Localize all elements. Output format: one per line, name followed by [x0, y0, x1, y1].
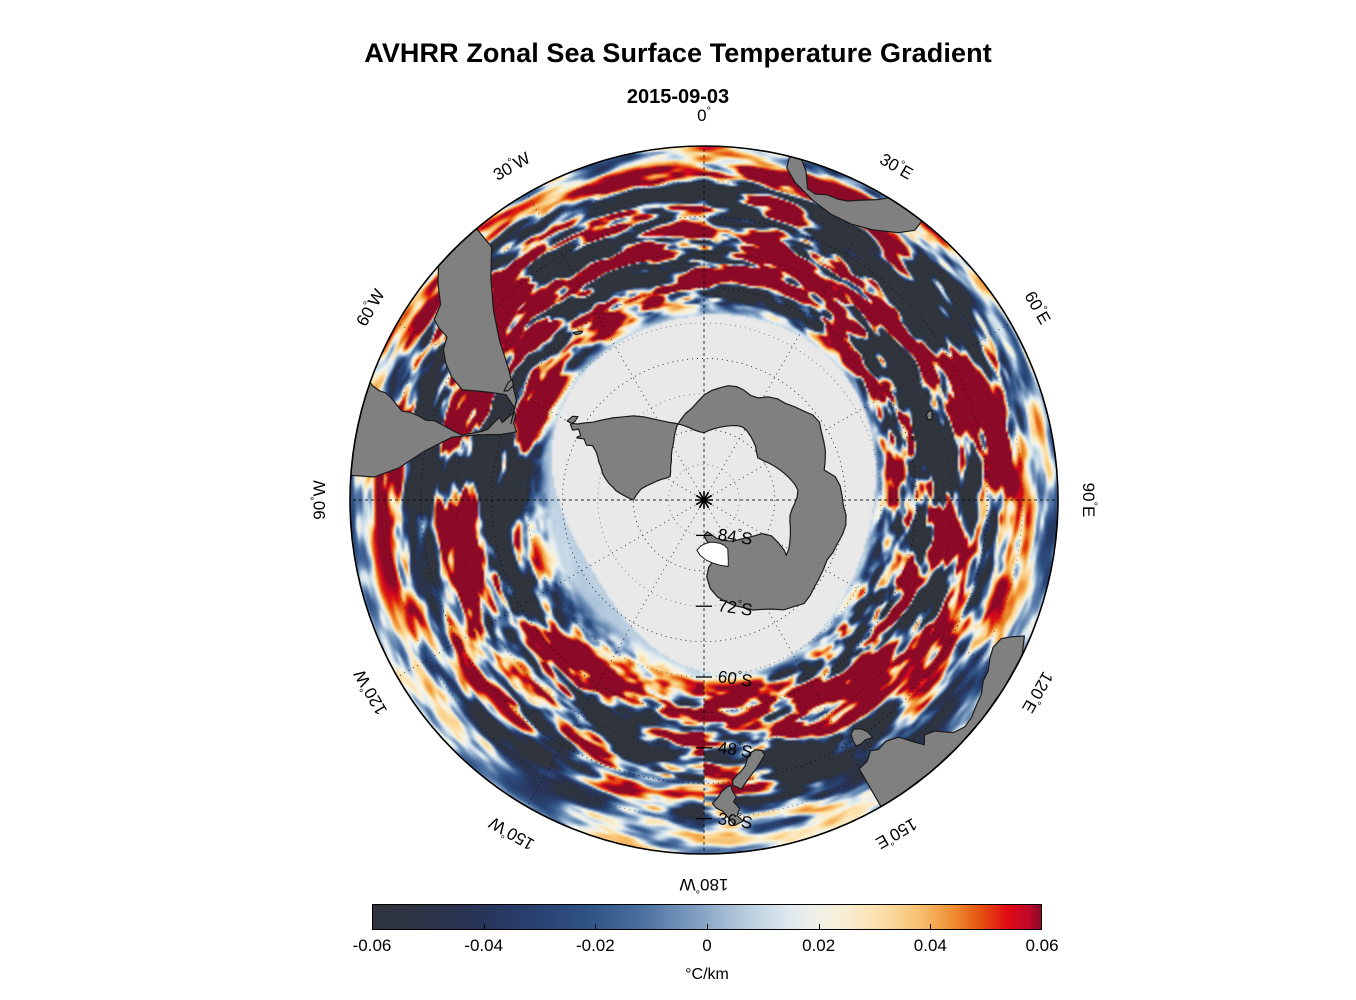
degree-symbol: °	[1030, 696, 1043, 707]
degree-symbol: °	[886, 834, 896, 848]
degree-symbol: °	[361, 299, 375, 310]
degree-symbol: °	[309, 496, 322, 501]
map-canvas	[349, 145, 1059, 855]
longitude-label-90E: 90°E	[1079, 482, 1099, 518]
degree-symbol: °	[736, 810, 743, 824]
colorbar-tick-label: 0	[702, 936, 712, 955]
degree-symbol: °	[896, 159, 907, 172]
polar-map[interactable]: 0° 30°E 60°E 90°E 120°E 150°E 180°W 150°W 120°W 9…	[309, 106, 1098, 895]
degree-symbol: °	[736, 527, 743, 540]
degree-symbol: °	[499, 827, 510, 840]
longitude-label-180W: 180°W	[679, 875, 729, 895]
colorbar-tick-mark	[595, 924, 597, 930]
coastlines	[350, 155, 1025, 826]
figure-title: AVHRR Zonal Sea Surface Temperature Grad…	[364, 38, 992, 68]
colorbar-unit-label: °C/km	[685, 966, 729, 983]
degree-symbol: °	[736, 598, 743, 611]
pole-marker	[695, 491, 713, 509]
colorbar-tick-label: -0.02	[575, 936, 615, 955]
colorbar-tick-mark	[818, 924, 820, 930]
colorbar-tick-mark	[483, 924, 485, 930]
colorbar-tick-label: 0.06	[1025, 936, 1059, 955]
colorbar-ticks: -0.06 -0.04 -0.02 0 0.02 0.04 0.06	[353, 924, 1059, 960]
degree-symbol: °	[695, 882, 701, 895]
degree-symbol: °	[1086, 501, 1099, 506]
longitude-label-90W: 90°W	[309, 480, 329, 520]
latitude-ticks	[696, 534, 712, 820]
colorbar-tick-label: -0.04	[464, 936, 504, 955]
degree-symbol: °	[1036, 304, 1049, 314]
degree-symbol: °	[358, 684, 371, 694]
colorbar-tick-label: -0.06	[352, 936, 392, 955]
degree-symbol: °	[706, 105, 711, 118]
colorbar-tick-label: 0.04	[913, 936, 947, 955]
degree-symbol: °	[506, 156, 516, 169]
longitude-label-0: 0°	[697, 105, 711, 125]
colorbar-tick-mark	[930, 924, 932, 930]
degree-symbol: °	[736, 669, 743, 682]
colorbar[interactable]: -0.06 -0.04 -0.02 0 0.02 0.04 0.06 °C/km	[353, 904, 1059, 983]
figure-subtitle: 2015-09-03	[626, 86, 730, 108]
degree-symbol: °	[736, 739, 743, 753]
latitude-label-36S: 36°S	[716, 808, 754, 833]
colorbar-tick-mark	[707, 924, 708, 930]
colorbar-tick-label: 0.02	[802, 936, 836, 955]
